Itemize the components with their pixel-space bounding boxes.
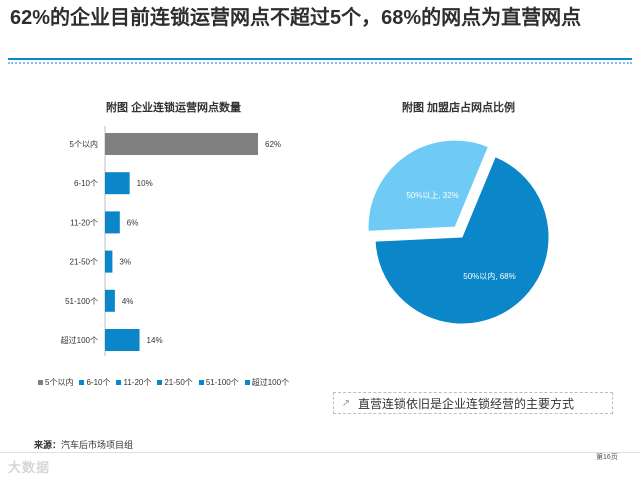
- bar-chart: 5个以内 62% 6-10个 10% 11-20个 6% 21-50个 3% 51-100个 4%…: [61, 126, 281, 356]
- bar: [105, 172, 130, 195]
- legend-swatch: [157, 380, 163, 385]
- legend-label: 6-10个: [86, 378, 111, 387]
- source-label: 来源：: [34, 440, 62, 450]
- data-label: 62%: [265, 140, 281, 149]
- source-note: 来源：汽车后市场项目组: [34, 438, 133, 451]
- legend-label: 51-100个: [205, 378, 239, 387]
- pie-slice: [367, 140, 490, 232]
- data-label: 6%: [127, 218, 139, 227]
- legend-item: 5个以内: [38, 377, 73, 388]
- bar-chart-legend: 5个以内 6-10个 11-20个 21-50个 51-100个 超过100个: [38, 377, 289, 388]
- arrow-icon: ↗: [341, 397, 351, 409]
- pie-slice-label: 50%以上, 32%: [406, 191, 458, 200]
- category-label: 超过100个: [61, 335, 98, 345]
- data-label: 4%: [122, 297, 134, 306]
- pie-chart: 50%以内, 68% 50%以上, 32%: [367, 140, 550, 325]
- legend-label: 11-20个: [123, 378, 152, 387]
- pie-slice-label: 50%以内, 68%: [463, 271, 515, 281]
- bar: [105, 211, 120, 234]
- legend-item: 51-100个: [198, 377, 239, 388]
- legend-item: 6-10个: [79, 377, 110, 388]
- watermark-logo: 大数据: [8, 460, 51, 475]
- legend-swatch: [244, 380, 250, 385]
- category-label: 21-50个: [70, 258, 98, 267]
- bar: [105, 133, 258, 155]
- bar-chart-title: 附图 企业连锁运营网点数量: [106, 102, 242, 114]
- title-divider: [8, 58, 632, 60]
- callout-box: ↗ 直营连锁依旧是企业连锁经营的主要方式: [333, 392, 613, 414]
- legend-item: 11-20个: [116, 377, 151, 388]
- legend-swatch: [116, 380, 122, 385]
- page-title: 62%的企业目前连锁运营网点不超过5个，68%的网点为直营网点: [10, 7, 582, 29]
- legend-item: 超过100个: [244, 377, 290, 388]
- legend-item: 21-50个: [157, 377, 193, 388]
- data-label: 3%: [119, 258, 131, 267]
- footer-divider: [0, 452, 640, 453]
- legend-label: 超过100个: [251, 378, 290, 387]
- legend-swatch: [79, 380, 85, 385]
- category-label: 5个以内: [70, 139, 98, 149]
- data-label: 10%: [137, 179, 153, 188]
- category-label: 11-20个: [70, 218, 98, 227]
- category-label: 51-100个: [65, 297, 98, 306]
- pie-chart-title: 附图 加盟店占网点比例: [402, 102, 516, 114]
- legend-swatch: [198, 380, 204, 385]
- legend-label: 5个以内: [45, 378, 74, 387]
- data-label: 14%: [147, 336, 163, 345]
- page-number: 第16页: [596, 454, 618, 461]
- bar: [105, 329, 140, 351]
- legend-label: 21-50个: [164, 378, 193, 387]
- category-label: 6-10个: [74, 179, 98, 188]
- bar: [105, 289, 115, 312]
- callout-text: 直营连锁依旧是企业连锁经营的主要方式: [358, 396, 575, 411]
- pie-slice: [374, 155, 550, 325]
- source-text: 汽车后市场项目组: [61, 440, 134, 450]
- title-dotted-divider: [8, 62, 632, 64]
- legend-swatch: [38, 380, 43, 385]
- bar: [105, 250, 113, 273]
